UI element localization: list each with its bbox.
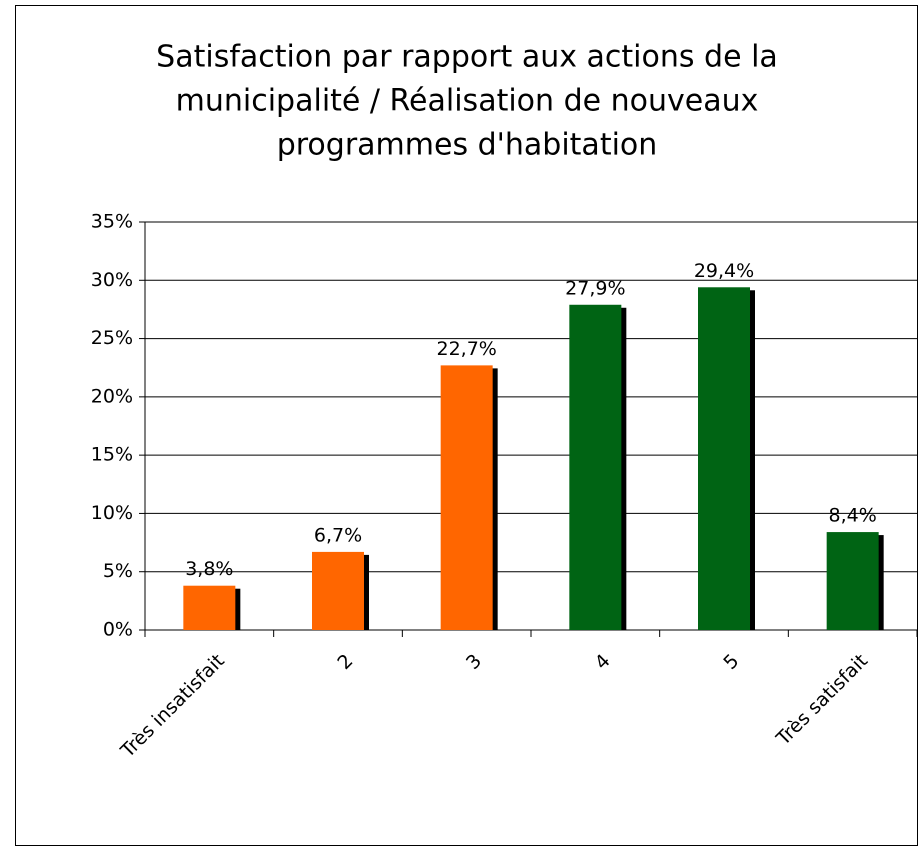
bar	[312, 551, 364, 630]
data-label: 3,8%	[185, 558, 233, 580]
bar	[569, 304, 622, 630]
bar	[183, 585, 236, 630]
bar	[440, 365, 493, 630]
data-label: 6,7%	[314, 524, 362, 546]
chart-title: programmes d'habitation	[277, 128, 658, 163]
data-label: 27,9%	[565, 277, 625, 299]
chart-title: municipalité / Réalisation de nouveaux	[176, 84, 759, 119]
data-label: 29,4%	[694, 260, 754, 282]
y-tick-label: 30%	[91, 269, 133, 291]
chart-title: Satisfaction par rapport aux actions de …	[156, 40, 778, 75]
y-tick-label: 35%	[91, 211, 133, 233]
bar	[826, 532, 879, 630]
bar	[698, 287, 750, 630]
y-tick-label: 20%	[91, 385, 133, 407]
y-tick-label: 10%	[91, 502, 133, 524]
y-tick-label: 0%	[103, 619, 133, 641]
data-label: 8,4%	[829, 505, 877, 527]
y-tick-label: 25%	[91, 327, 133, 349]
y-tick-label: 15%	[91, 444, 133, 466]
data-label: 22,7%	[436, 338, 496, 360]
y-tick-label: 5%	[103, 560, 133, 582]
